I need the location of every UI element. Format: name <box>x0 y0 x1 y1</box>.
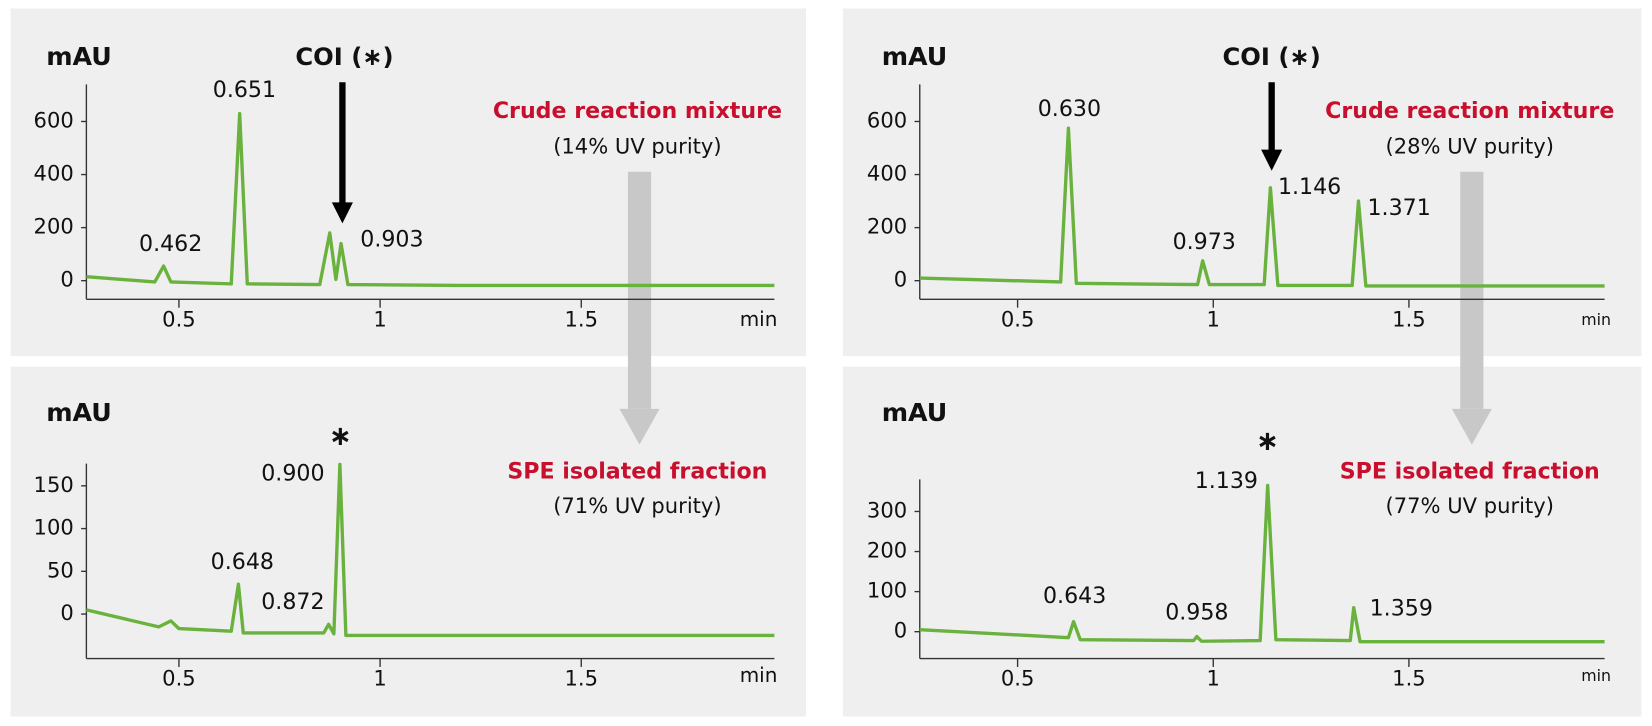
x-tick-label: 1 <box>1207 666 1220 691</box>
y-tick-label: 150 <box>34 472 74 497</box>
peak-label: 0.958 <box>1165 600 1228 626</box>
y-tick-label: 400 <box>867 161 907 186</box>
title: SPE isolated fraction <box>507 459 767 485</box>
peak-label: 0.462 <box>139 231 202 257</box>
y-axis-label: mAU <box>882 398 948 427</box>
transfer-arrow <box>619 171 1492 445</box>
peak-label: 1.359 <box>1370 596 1433 622</box>
y-axis-label: mAU <box>46 42 112 71</box>
y-tick-label: 50 <box>47 557 74 582</box>
peak-label: 0.903 <box>360 227 423 253</box>
peak-label: 1.146 <box>1278 174 1341 200</box>
x-tick-label: 1.5 <box>1392 306 1426 331</box>
panel <box>842 8 1642 357</box>
subtitle: (71% UV purity) <box>553 493 721 518</box>
y-tick-label: 600 <box>867 107 907 132</box>
y-tick-label: 200 <box>34 214 74 239</box>
panel <box>842 366 1642 717</box>
peak-label: 0.648 <box>211 549 274 575</box>
peak-label: 0.643 <box>1043 583 1106 609</box>
y-tick-label: 100 <box>867 578 907 603</box>
y-tick-label: 0 <box>60 267 73 292</box>
panel <box>10 8 806 357</box>
chromatogram-line <box>919 483 1605 644</box>
peak-label: 0.630 <box>1038 96 1101 122</box>
peak-label: 0.872 <box>261 589 324 615</box>
title: Crude reaction mixture <box>1325 98 1614 124</box>
y-axis-label: mAU <box>882 42 948 71</box>
subtitle: (77% UV purity) <box>1386 493 1554 518</box>
y-tick-label: 300 <box>867 497 907 522</box>
subtitle: (14% UV purity) <box>553 134 721 159</box>
x-tick-label: 1.5 <box>565 666 599 691</box>
y-tick-label: 100 <box>34 515 74 540</box>
x-tick-label: 0.5 <box>1001 306 1035 331</box>
peak-label: 0.973 <box>1173 229 1236 255</box>
title: SPE isolated fraction <box>1340 459 1600 485</box>
y-tick-label: 600 <box>34 107 74 132</box>
x-tick-label: 0.5 <box>1001 666 1035 691</box>
x-axis-label: min <box>1581 310 1611 329</box>
x-tick-label: 1.5 <box>1392 666 1426 691</box>
y-tick-label: 400 <box>34 161 74 186</box>
coi-label: COI (∗) <box>1223 43 1321 71</box>
coi-label: ∗ <box>1256 426 1279 457</box>
subtitle: (28% UV purity) <box>1386 134 1554 159</box>
y-tick-label: 200 <box>867 538 907 563</box>
x-tick-label: 1.5 <box>565 306 599 331</box>
coi-label: ∗ <box>329 421 352 452</box>
peak-label: 1.371 <box>1367 195 1430 221</box>
x-axis-label: min <box>1581 666 1611 685</box>
peak-label: 0.651 <box>213 77 276 103</box>
y-tick-label: 200 <box>867 214 907 239</box>
x-tick-label: 1 <box>1207 306 1220 331</box>
y-tick-label: 0 <box>894 618 907 643</box>
peak-label: 1.139 <box>1195 468 1258 494</box>
chromatogram-line <box>86 111 775 288</box>
peak-label: 0.900 <box>261 461 324 487</box>
y-axis-label: mAU <box>46 398 112 427</box>
x-axis-label: min <box>740 663 778 687</box>
x-tick-label: 0.5 <box>162 666 196 691</box>
chromatogram-line <box>86 462 775 638</box>
x-axis-label: min <box>740 307 778 331</box>
y-tick-label: 0 <box>60 600 73 625</box>
x-tick-label: 0.5 <box>162 306 196 331</box>
chromatogram-line <box>919 126 1605 288</box>
coi-label: COI (∗) <box>295 43 393 71</box>
y-tick-label: 0 <box>894 267 907 292</box>
x-tick-label: 1 <box>373 666 386 691</box>
coi-arrowhead <box>331 202 353 224</box>
title: Crude reaction mixture <box>493 98 782 124</box>
coi-arrowhead <box>1261 149 1283 171</box>
x-tick-label: 1 <box>373 306 386 331</box>
panel <box>10 366 806 717</box>
